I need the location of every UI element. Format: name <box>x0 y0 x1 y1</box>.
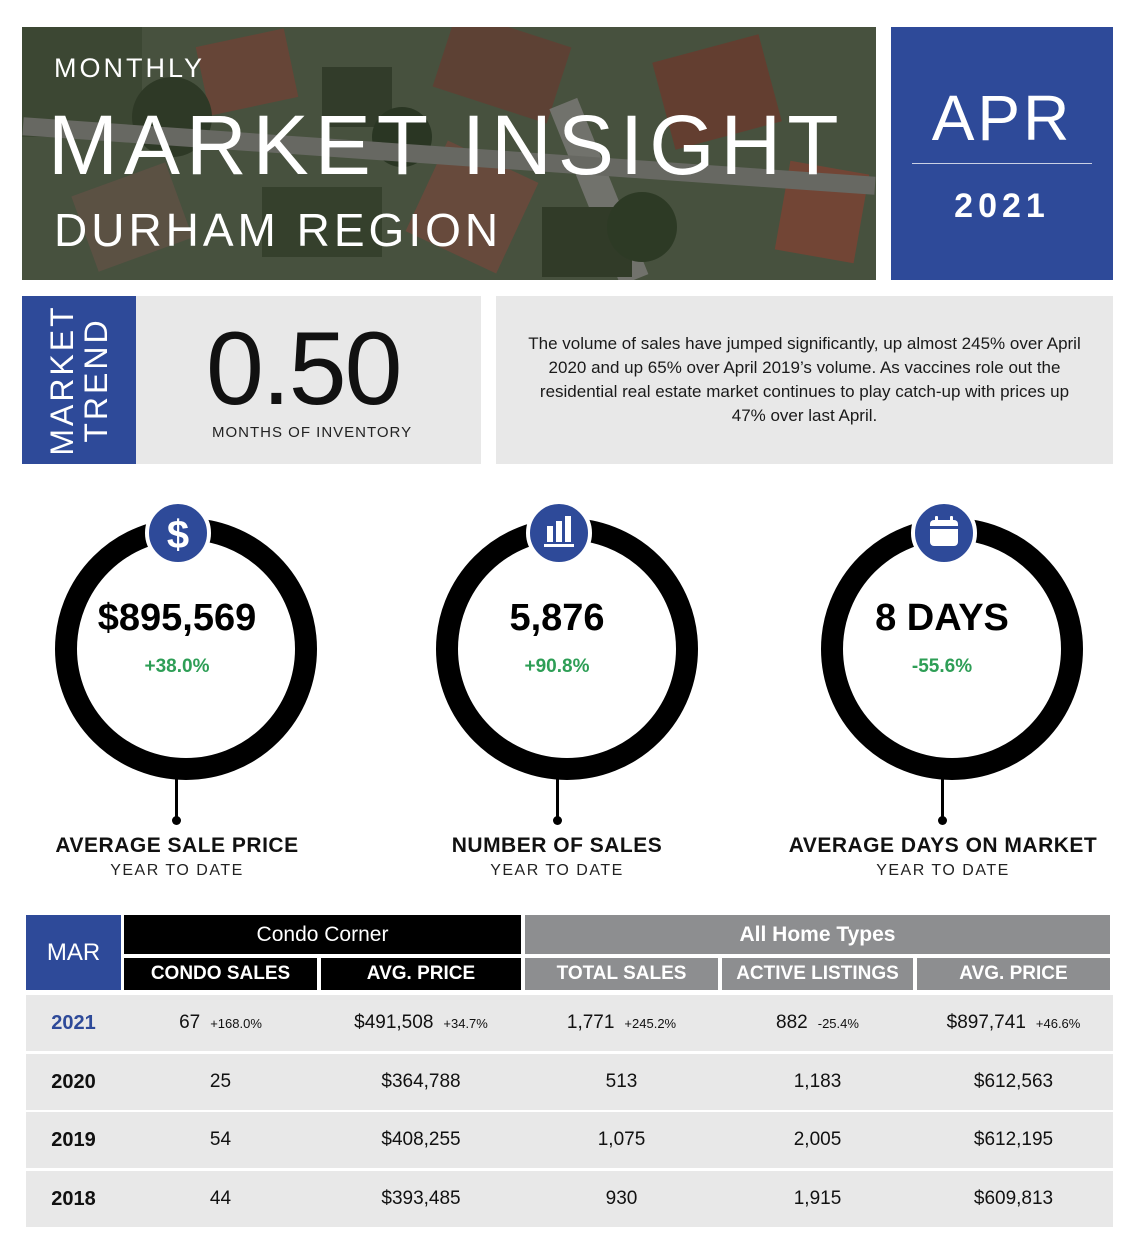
cell-active-listings: 2,005 <box>793 1129 842 1150</box>
cell-change: +168.0% <box>210 1015 262 1031</box>
page-title: MARKET INSIGHT <box>48 98 845 192</box>
cell-active-listings: 1,183 <box>793 1071 842 1092</box>
table-row: 2020 25 $364,788 513 1,183 $612,563 <box>26 1054 1113 1110</box>
row-year: 2021 <box>51 1011 96 1034</box>
cell-change: +34.7% <box>443 1015 488 1031</box>
table-row: 2021 67 +168.0% $491,508 +34.7% 1,771 +245.… <box>26 995 1113 1051</box>
report-year: 2021 <box>954 187 1050 225</box>
kpi-price-sublabel: YEAR TO DATE <box>110 862 244 879</box>
cell-all-avg-price: $609,813 <box>973 1188 1054 1209</box>
kpi-days-change: -55.6% <box>911 656 973 677</box>
kpi-sales-change: +90.8% <box>524 656 590 677</box>
kpi-days-value: 8 DAYS <box>875 597 1009 639</box>
cell-condo-sales: 44 <box>209 1188 232 1209</box>
cell-condo-avg-price: $491,508 +34.7% <box>354 1012 488 1033</box>
cell-all-avg-price: $897,741 +46.6% <box>946 1012 1081 1033</box>
kpi-sales-value: 5,876 <box>509 597 605 639</box>
col-header-condo-avg-price: AVG. PRICE <box>321 958 521 990</box>
cell-change: +46.6% <box>1035 1015 1081 1031</box>
cell-total-sales: 1,771 +245.2% <box>566 1012 677 1033</box>
kpi-days-sublabel: YEAR TO DATE <box>876 862 1010 879</box>
cell-condo-avg-price: $408,255 <box>381 1129 461 1150</box>
region-name: DURHAM REGION <box>54 204 503 256</box>
col-header-all-avg-price: AVG. PRICE <box>917 958 1110 990</box>
svg-text:$: $ <box>167 513 189 557</box>
cell-condo-sales: 54 <box>209 1129 232 1150</box>
cell-condo-avg-price: $393,485 <box>381 1188 461 1209</box>
trend-tag-line1: MARKET <box>44 304 80 456</box>
header-banner: MONTHLY MARKET INSIGHT DURHAM REGION <box>22 27 876 280</box>
market-trend-tag: MARKET TREND <box>22 296 136 464</box>
col-header-total-sales: TOTAL SALES <box>525 958 718 990</box>
col-header-condo-sales: CONDO SALES <box>124 958 317 990</box>
cell-active-listings: 1,915 <box>793 1188 842 1209</box>
table-row: 2019 54 $408,255 1,075 2,005 $612,195 <box>26 1112 1113 1168</box>
market-summary-panel: The volume of sales have jumped signific… <box>496 296 1113 464</box>
cell-all-avg-price: $612,195 <box>973 1129 1054 1150</box>
inventory-panel: 0.50 MONTHS OF INVENTORY <box>136 296 481 464</box>
cell-total-sales: 1,075 <box>597 1129 646 1150</box>
bar-chart-icon <box>526 500 592 566</box>
row-year: 2019 <box>51 1128 96 1151</box>
table-row: 2018 44 $393,485 930 1,915 $609,813 <box>26 1171 1113 1227</box>
kpi-days-connector <box>941 760 944 820</box>
aerial-photo-background <box>22 27 876 280</box>
table-period-header: MAR <box>26 915 121 990</box>
market-summary-text: The volume of sales have jumped signific… <box>528 334 1081 425</box>
row-year: 2020 <box>51 1070 96 1093</box>
kpi-price-value: $895,569 <box>97 597 257 639</box>
cell-condo-sales: 25 <box>209 1071 232 1092</box>
kpi-sales-connector <box>556 760 559 820</box>
report-month: APR <box>931 82 1073 154</box>
kpi-days-label: AVERAGE DAYS ON MARKET <box>788 834 1098 857</box>
cell-active-listings: 882 -25.4% <box>776 1012 859 1033</box>
kpi-price-connector <box>175 760 178 820</box>
dollar-icon: $ <box>145 500 211 566</box>
kpi-price-change: +38.0% <box>144 656 210 677</box>
months-of-inventory-label: MONTHS OF INVENTORY <box>212 424 413 441</box>
kpi-price-label: AVERAGE SALE PRICE <box>55 834 299 857</box>
cell-change: -25.4% <box>817 1015 859 1031</box>
header-monthly: MONTHLY <box>54 53 206 83</box>
months-of-inventory-value: 0.50 <box>206 311 402 427</box>
cell-total-sales: 930 <box>605 1188 638 1209</box>
cell-condo-sales: 67 +168.0% <box>179 1012 262 1033</box>
col-header-active-listings: ACTIVE LISTINGS <box>722 958 913 990</box>
calendar-icon <box>911 500 977 566</box>
condo-corner-header: Condo Corner <box>124 915 521 954</box>
date-box: APR 2021 <box>891 27 1113 280</box>
cell-all-avg-price: $612,563 <box>973 1071 1054 1092</box>
cell-condo-avg-price: $364,788 <box>381 1071 461 1092</box>
trend-tag-line2: TREND <box>78 317 114 443</box>
cell-total-sales: 513 <box>605 1071 638 1092</box>
row-year: 2018 <box>51 1187 96 1210</box>
kpi-sales-label: NUMBER OF SALES <box>451 834 663 857</box>
date-divider <box>912 163 1092 164</box>
kpi-sales-sublabel: YEAR TO DATE <box>490 862 624 879</box>
cell-change: +245.2% <box>624 1015 677 1031</box>
all-home-types-header: All Home Types <box>525 915 1110 954</box>
